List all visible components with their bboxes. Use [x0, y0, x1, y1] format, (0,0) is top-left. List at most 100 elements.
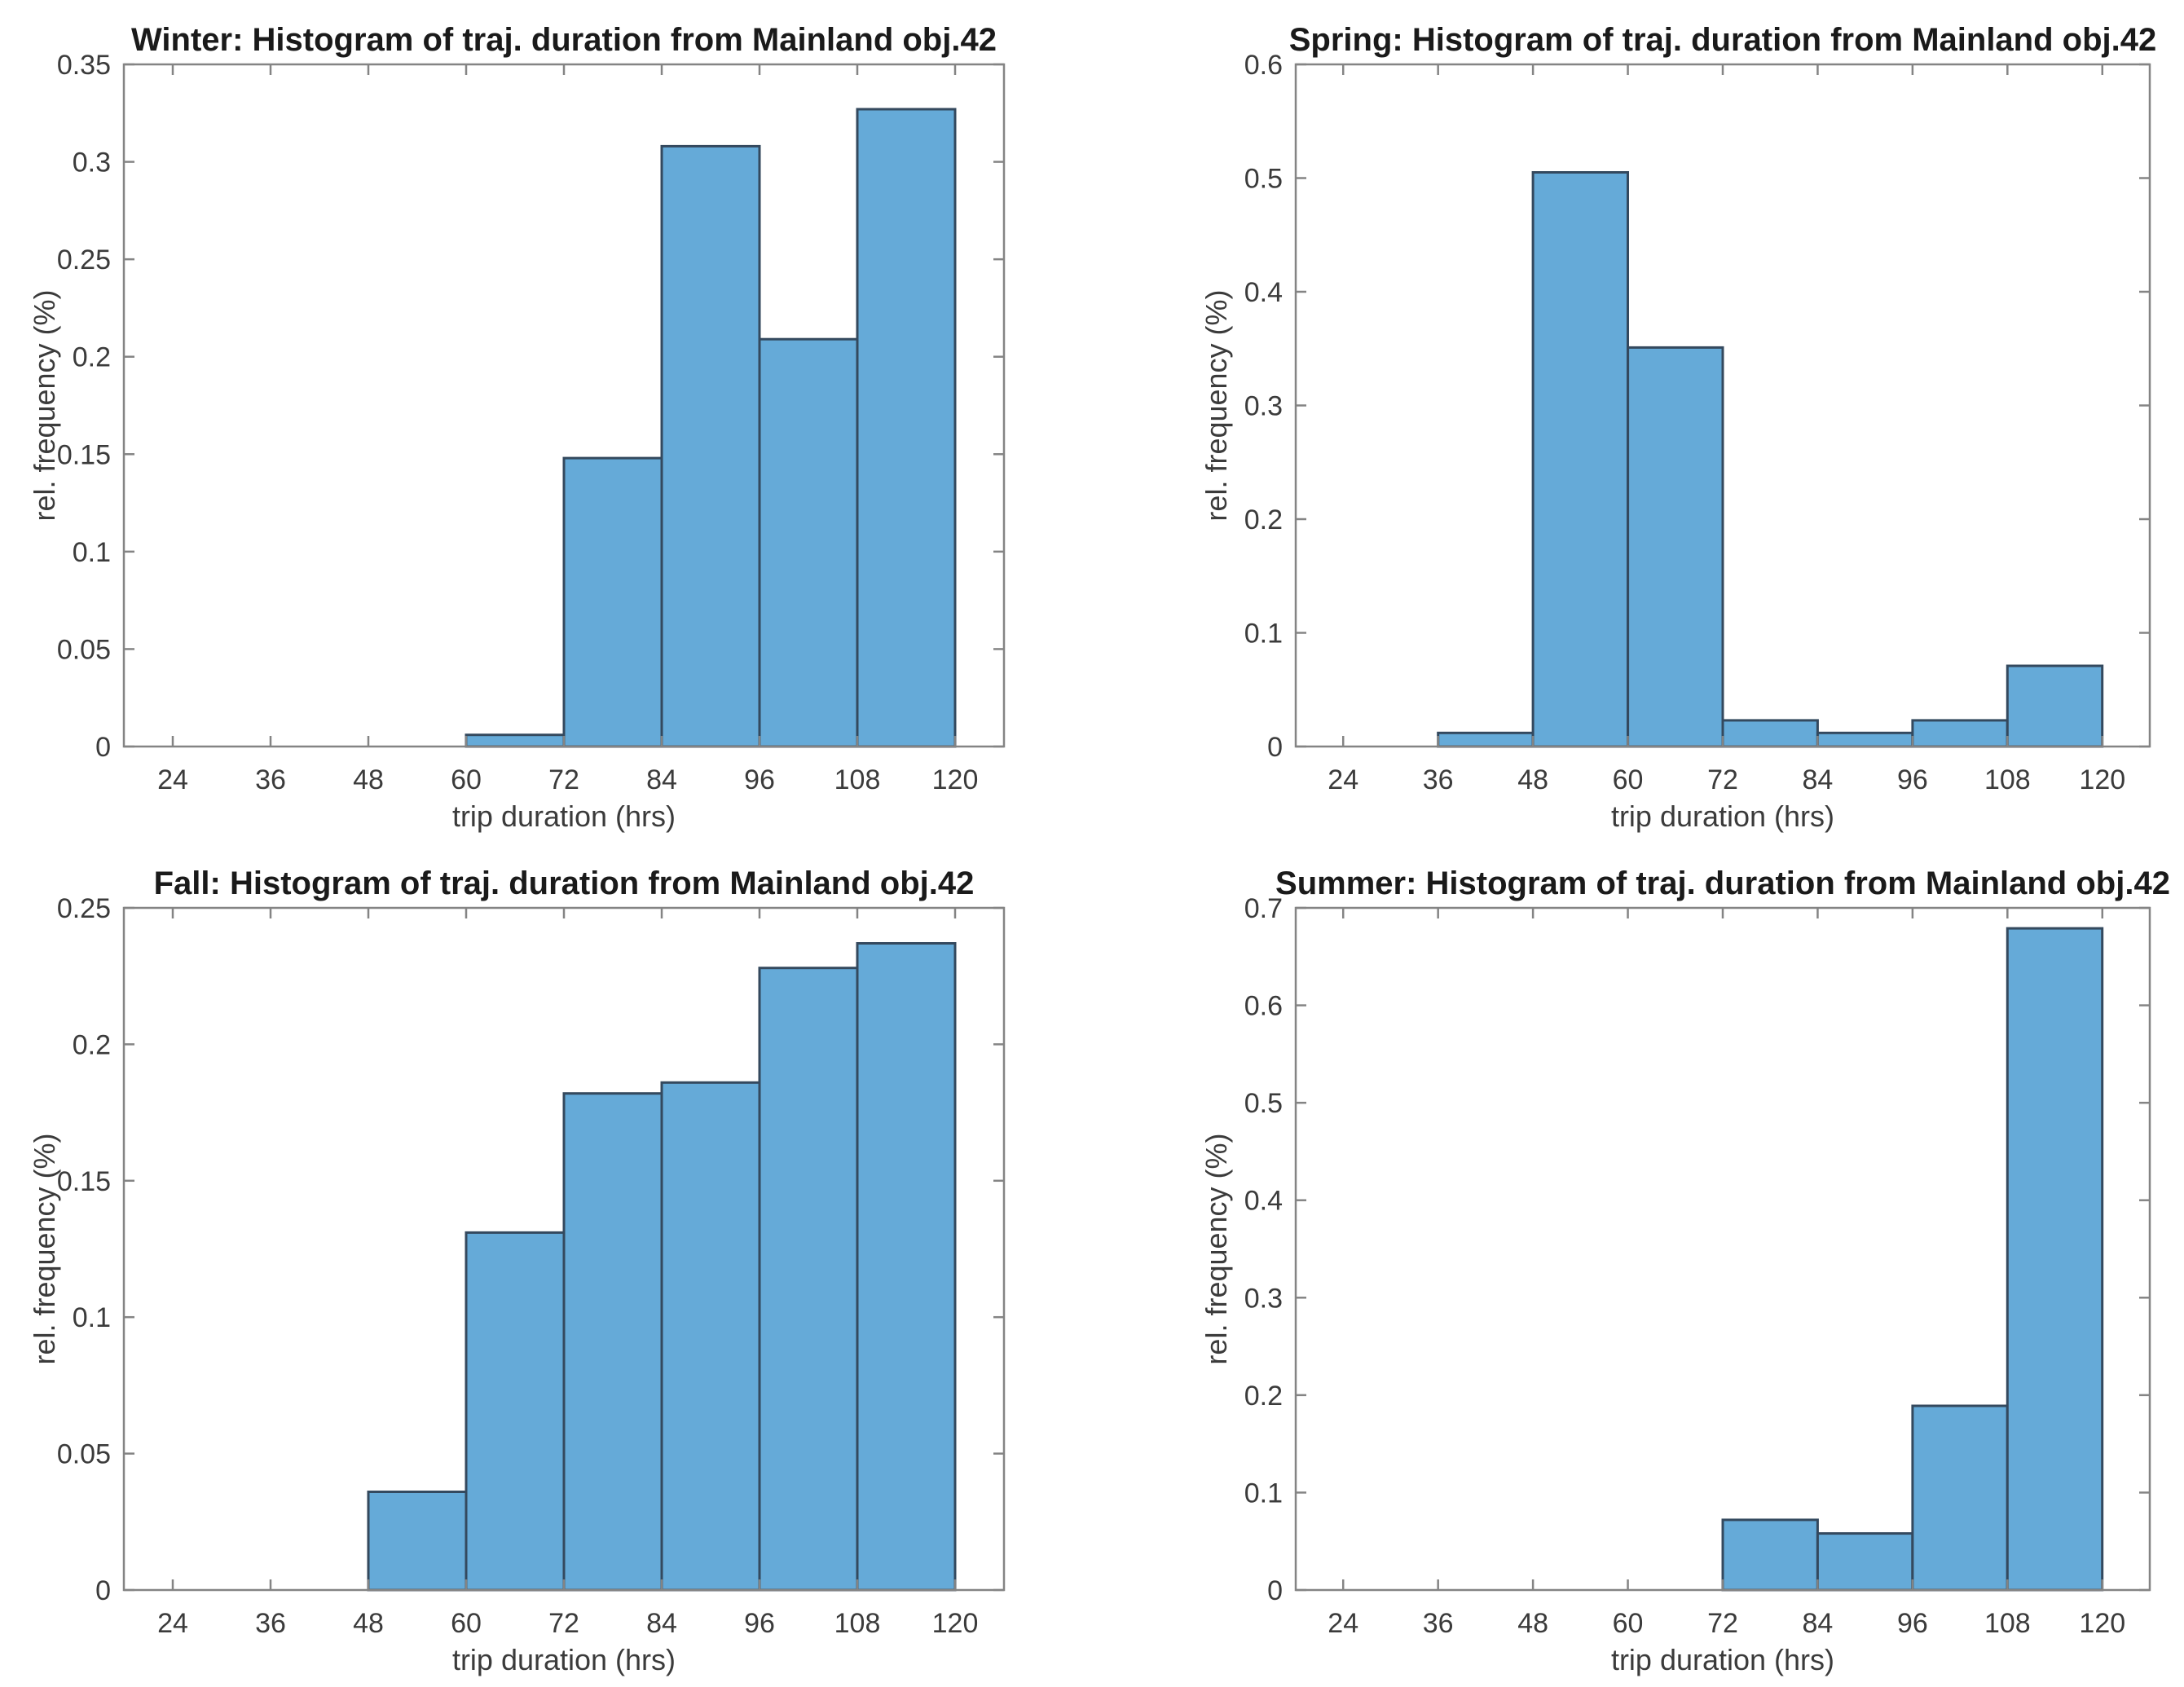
x-tick-label: 48: [1517, 1608, 1548, 1639]
x-tick-label: 120: [2079, 764, 2125, 795]
y-axis-label: rel. frequency (%): [1200, 1133, 1233, 1364]
histogram-bar: [758, 337, 859, 748]
y-tick-label: 0.25: [57, 893, 111, 924]
histogram-bar: [1531, 171, 1629, 748]
chart-svg-summer: 24 36 48 60 72 84 96 108 120 0 0.1 0.2 0.3 0.4 0.5 0.6 0…: [1200, 866, 2170, 1676]
histogram-bar: [562, 456, 663, 748]
histogram-bar: [1816, 731, 1914, 748]
x-tick-label: 96: [1897, 1608, 1928, 1639]
x-tick-label: 24: [1328, 764, 1358, 795]
y-tick-label: 0.15: [57, 1166, 111, 1197]
histogram-bar: [2006, 664, 2104, 748]
chart-title: Summer: Histogram of traj. duration from…: [1275, 866, 2170, 901]
y-tick-label: 0.05: [57, 634, 111, 665]
panel-spring: 24 36 48 60 72 84 96 108 120 0 0.1 0.2 0.3 0.4 0.5 0.6 S…: [1092, 0, 2184, 844]
chart-title: Winter: Histogram of traj. duration from…: [131, 22, 997, 58]
x-axis-label: trip duration (hrs): [452, 1643, 676, 1676]
y-tick-label: 0.35: [57, 50, 111, 81]
y-tick-label: 0.2: [73, 342, 111, 373]
panel-winter: 24 36 48 60 72 84 96 108 120 0 0.05 0.1 0.15 0.2 0.25 0…: [0, 0, 1092, 844]
x-tick-label: 24: [157, 1608, 188, 1639]
histogram-bar: [856, 942, 957, 1592]
x-tick-label: 72: [1707, 1608, 1738, 1639]
x-tick-label: 120: [2079, 1608, 2125, 1639]
y-tick-label: 0.4: [1244, 1186, 1283, 1217]
y-tick-label: 0: [1267, 732, 1283, 763]
y-tick-label: 0.3: [1244, 1283, 1283, 1314]
y-tick-label: 0.7: [1244, 893, 1283, 924]
x-axis-label: trip duration (hrs): [452, 799, 676, 833]
y-tick-label: 0.2: [1244, 504, 1283, 535]
histogram-bar: [856, 108, 957, 748]
x-tick-label: 24: [1328, 1608, 1358, 1639]
x-tick-label: 24: [157, 764, 188, 795]
y-axis-label: rel. frequency (%): [1200, 289, 1233, 521]
y-tick-label: 0.1: [1244, 619, 1283, 650]
x-axis-label: trip duration (hrs): [1611, 1643, 1834, 1676]
y-axis-label: rel. frequency (%): [28, 1133, 61, 1364]
x-tick-label: 120: [932, 764, 979, 795]
x-tick-label: 36: [255, 764, 286, 795]
x-tick-label: 84: [1803, 764, 1834, 795]
x-tick-label: 36: [1423, 1608, 1454, 1639]
y-tick-label: 0.15: [57, 439, 111, 470]
x-tick-label: 48: [353, 764, 384, 795]
y-tick-label: 0: [95, 732, 111, 763]
chart-title: Spring: Histogram of traj. duration from…: [1289, 22, 2157, 58]
histogram-bar: [1911, 1404, 2009, 1592]
panel-summer: 24 36 48 60 72 84 96 108 120 0 0.1 0.2 0.3 0.4 0.5 0.6 0…: [1092, 844, 2184, 1687]
x-tick-label: 96: [744, 1608, 775, 1639]
x-tick-label: 108: [1984, 1608, 2031, 1639]
histogram-bar: [1627, 346, 1724, 748]
x-tick-label: 36: [1423, 764, 1454, 795]
y-tick-label: 0.4: [1244, 277, 1283, 308]
y-tick-label: 0.5: [1244, 164, 1283, 195]
y-tick-label: 0.1: [1244, 1478, 1283, 1509]
panel-fall: 24 36 48 60 72 84 96 108 120 0 0.05 0.1 0.15 0.2 0.25 F…: [0, 844, 1092, 1687]
y-tick-label: 0.25: [57, 244, 111, 275]
histogram-bar: [2006, 927, 2104, 1592]
histogram-bar: [758, 967, 859, 1592]
x-tick-label: 84: [646, 764, 677, 795]
y-tick-label: 0.2: [1244, 1381, 1283, 1412]
y-tick-label: 0: [95, 1575, 111, 1606]
histogram-bar: [367, 1491, 468, 1592]
x-tick-label: 72: [548, 1608, 579, 1639]
x-tick-label: 84: [1803, 1608, 1834, 1639]
x-tick-label: 108: [834, 1608, 881, 1639]
y-tick-label: 0.6: [1244, 50, 1283, 81]
y-tick-label: 0.5: [1244, 1088, 1283, 1119]
x-tick-label: 48: [353, 1608, 384, 1639]
chart-svg-spring: 24 36 48 60 72 84 96 108 120 0 0.1 0.2 0.3 0.4 0.5 0.6S…: [1200, 22, 2157, 833]
histogram-bar: [1816, 1532, 1914, 1592]
x-tick-label: 36: [255, 1608, 286, 1639]
x-tick-label: 108: [1984, 764, 2031, 795]
histogram-bar: [660, 144, 761, 748]
x-tick-label: 96: [744, 764, 775, 795]
x-tick-label: 60: [451, 764, 482, 795]
x-axis-label: trip duration (hrs): [1611, 799, 1834, 833]
histogram-bar: [1721, 1518, 1819, 1592]
x-tick-label: 72: [1707, 764, 1738, 795]
chart-title: Fall: Histogram of traj. duration from M…: [154, 866, 975, 901]
y-tick-label: 0.1: [73, 1302, 111, 1333]
y-tick-label: 0: [1267, 1575, 1283, 1606]
x-tick-label: 84: [646, 1608, 677, 1639]
y-tick-label: 0.3: [73, 148, 111, 178]
x-tick-label: 120: [932, 1608, 979, 1639]
y-tick-label: 0.3: [1244, 391, 1283, 422]
histogram-bar: [465, 733, 566, 748]
x-tick-label: 48: [1517, 764, 1548, 795]
chart-svg-winter: 24 36 48 60 72 84 96 108 120 0 0.05 0.1 0.15 0.2 0.25 0…: [28, 22, 1006, 833]
histogram-bar: [562, 1092, 663, 1592]
x-tick-label: 60: [1613, 1608, 1644, 1639]
y-tick-label: 0.2: [73, 1029, 111, 1060]
histogram-bar: [660, 1081, 761, 1592]
chart-svg-fall: 24 36 48 60 72 84 96 108 120 0 0.05 0.1 0.15 0.2 0.25 F…: [28, 866, 1006, 1676]
y-tick-label: 0.1: [73, 537, 111, 568]
y-tick-label: 0.05: [57, 1439, 111, 1470]
y-axis-label: rel. frequency (%): [28, 289, 61, 521]
x-tick-label: 108: [834, 764, 881, 795]
y-tick-label: 0.6: [1244, 991, 1283, 1022]
